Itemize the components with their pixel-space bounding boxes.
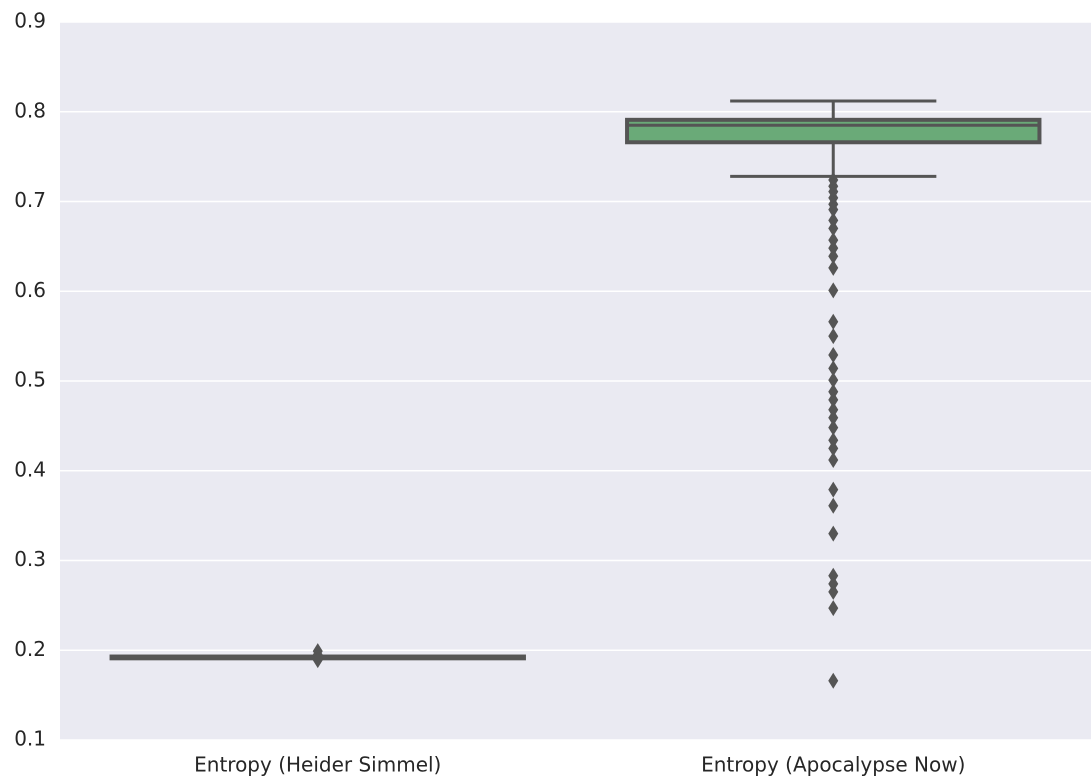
x-tick-label: Entropy (Heider Simmel) (194, 753, 441, 777)
y-tick-label: 0.3 (14, 547, 46, 571)
outlier (828, 440, 839, 457)
y-tick-label: 0.8 (14, 98, 46, 122)
outlier (828, 451, 839, 468)
outlier (828, 232, 839, 249)
outlier (828, 220, 839, 237)
outlier (828, 259, 839, 276)
outlier (828, 383, 839, 400)
box (625, 117, 1042, 145)
x-tick-label: Entropy (Apocalypse Now) (701, 753, 965, 777)
outlier (828, 372, 839, 389)
outlier (828, 583, 839, 600)
outlier (828, 567, 839, 584)
outlier (828, 672, 839, 689)
outlier (828, 212, 839, 229)
outlier (828, 481, 839, 498)
outlier (828, 346, 839, 363)
y-tick-label: 0.2 (14, 637, 46, 661)
outlier (828, 282, 839, 299)
outlier (828, 201, 839, 218)
outlier (828, 497, 839, 514)
outlier (828, 313, 839, 330)
y-tick-label: 0.7 (14, 188, 46, 212)
outlier (828, 360, 839, 377)
outlier (828, 240, 839, 257)
outlier (828, 401, 839, 418)
outlier (828, 575, 839, 592)
y-tick-label: 0.9 (14, 9, 46, 33)
outlier (828, 525, 839, 542)
outlier (828, 600, 839, 617)
outlier (828, 409, 839, 426)
outlier (828, 432, 839, 449)
y-tick-label: 0.5 (14, 368, 46, 392)
outlier (828, 391, 839, 408)
outlier (828, 248, 839, 265)
y-tick-label: 0.6 (14, 278, 46, 302)
outlier (828, 419, 839, 436)
y-tick-label: 0.4 (14, 457, 46, 481)
outlier (828, 328, 839, 345)
outlier (312, 652, 323, 669)
y-tick-label: 0.1 (14, 727, 46, 751)
